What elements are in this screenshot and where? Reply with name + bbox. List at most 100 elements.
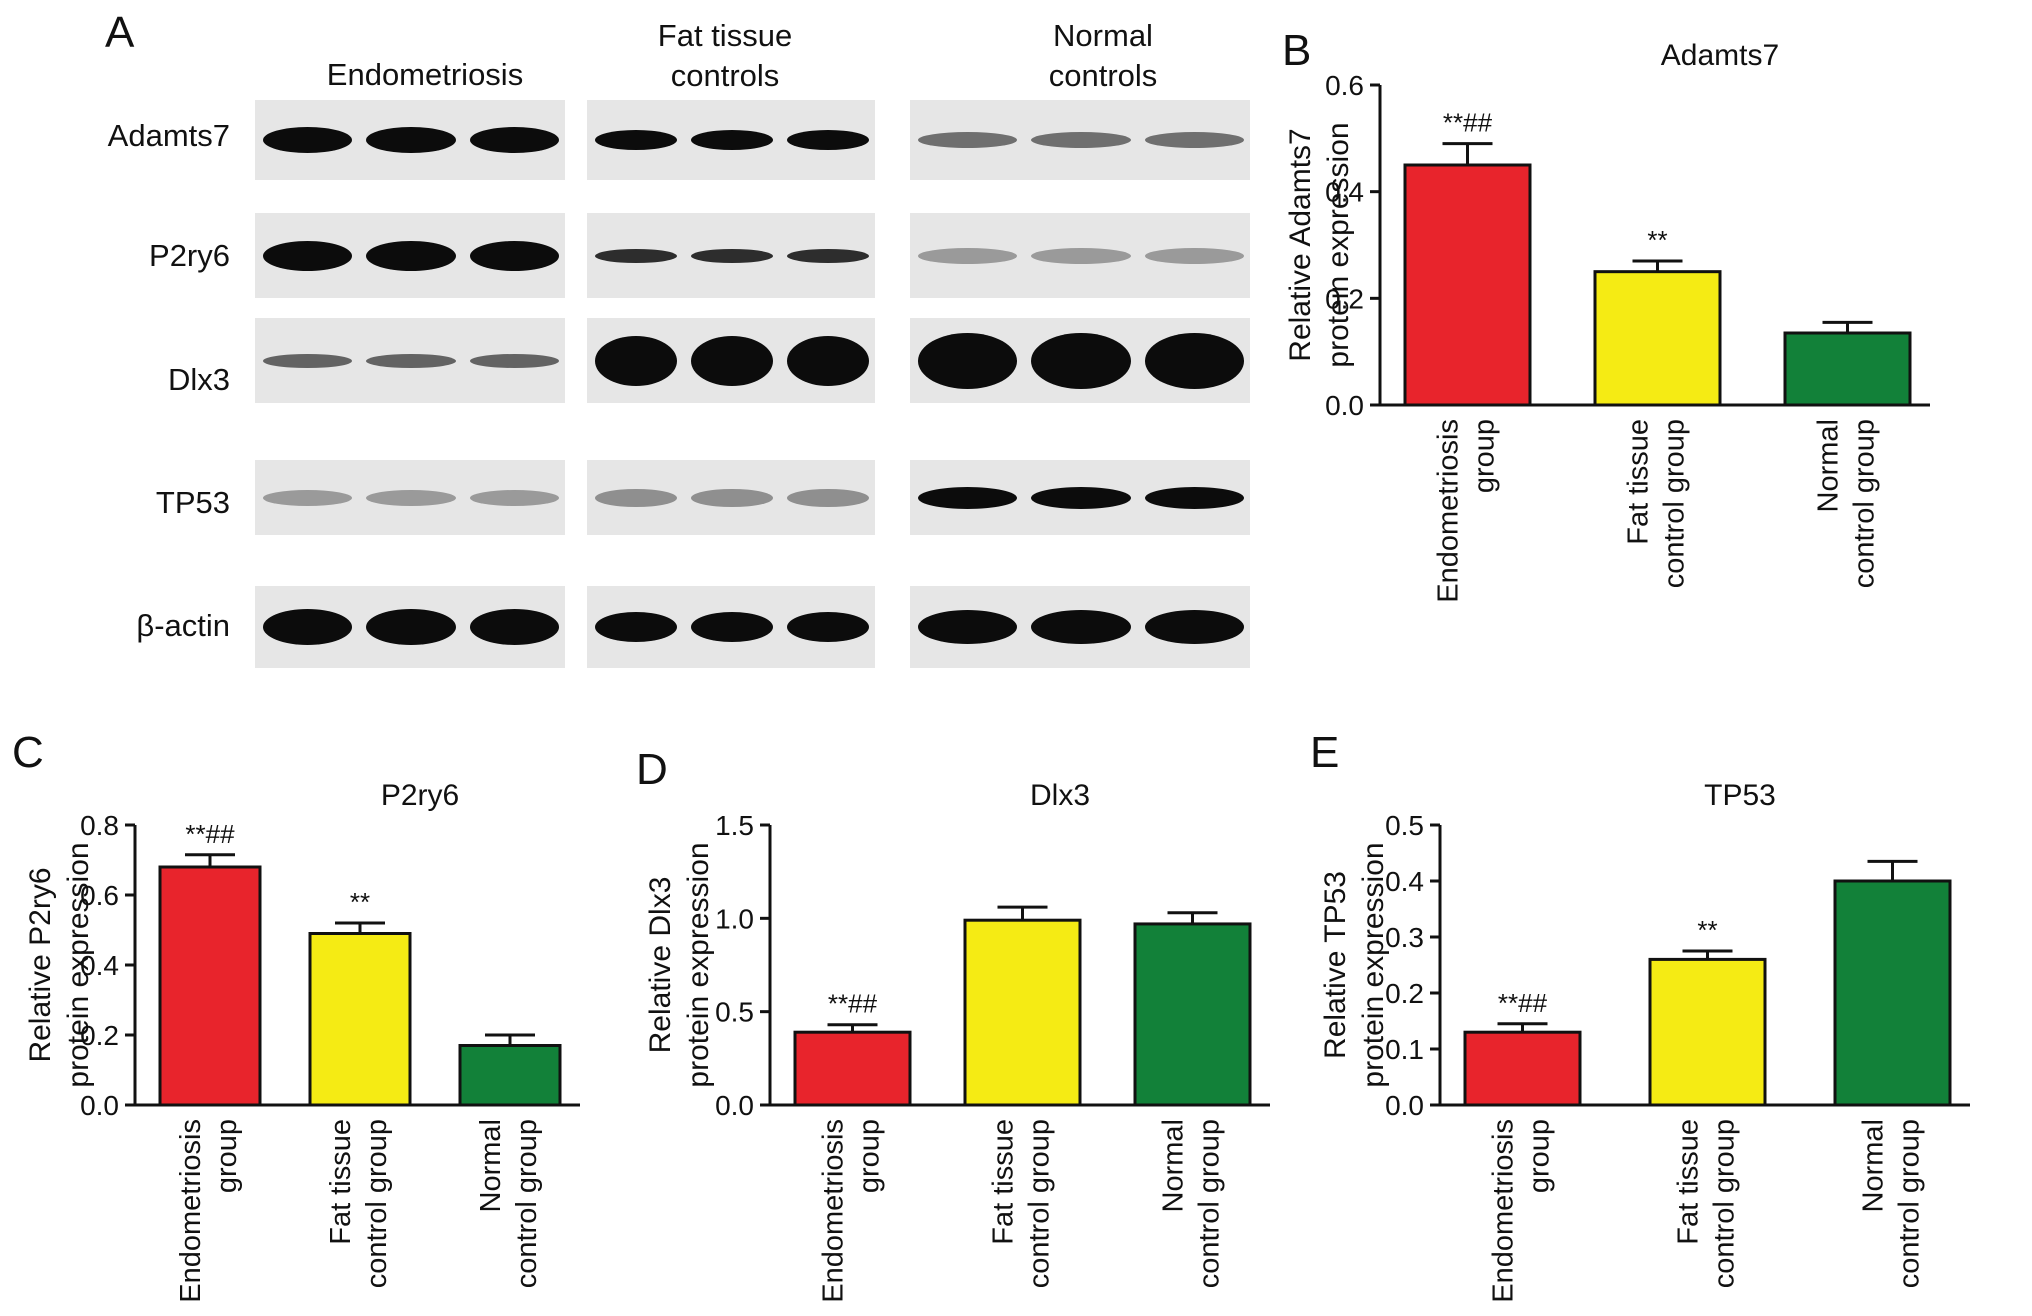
significance-label: **## xyxy=(185,819,235,849)
wb-column-title-line: Endometriosis xyxy=(326,57,524,92)
blot-panel xyxy=(910,100,1250,180)
x-tick-label: Normal xyxy=(475,1119,507,1212)
x-tick-label: control group xyxy=(361,1119,393,1288)
blot-band xyxy=(263,240,353,271)
blot-band xyxy=(918,332,1018,389)
y-axis-label: protein expression xyxy=(1357,842,1390,1087)
blot-band xyxy=(1031,610,1131,644)
blot-band xyxy=(691,335,773,386)
blot-panel xyxy=(255,318,565,403)
blot-band xyxy=(595,130,677,150)
bar xyxy=(458,1044,562,1107)
blot-band xyxy=(1031,332,1131,389)
blot-band xyxy=(1031,247,1131,264)
blot-band xyxy=(469,127,559,153)
x-tick-label: Endometriosis xyxy=(1488,1119,1520,1303)
significance-label: ** xyxy=(1647,225,1667,255)
significance-label: ** xyxy=(1697,915,1717,945)
blot-panel xyxy=(910,586,1250,668)
chart-title: Dlx3 xyxy=(1030,779,1090,812)
bar xyxy=(1133,922,1252,1107)
blot-band xyxy=(787,335,869,386)
blot-band xyxy=(366,127,456,153)
wb-column-title-normal: Normal controls xyxy=(968,16,1238,96)
blot-band xyxy=(1144,610,1244,644)
blot-band xyxy=(787,130,869,150)
bar xyxy=(963,918,1082,1107)
y-axis-label: protein expression xyxy=(682,842,715,1087)
blot-band xyxy=(366,609,456,645)
x-tick-label: Normal xyxy=(1813,419,1845,512)
blot-band xyxy=(1144,132,1244,148)
blot-band xyxy=(691,612,773,642)
blot-panel xyxy=(255,100,565,180)
bar xyxy=(308,932,412,1107)
significance-label: **## xyxy=(1443,108,1493,138)
blot-band xyxy=(469,353,559,368)
x-tick-label: Normal xyxy=(1858,1119,1890,1212)
x-tick-label: group xyxy=(1524,1119,1556,1193)
y-tick-label: 0.2 xyxy=(1385,978,1424,1009)
wb-row-label-beta-actin: β-actin xyxy=(136,608,230,643)
y-tick-label: 1.0 xyxy=(715,903,754,934)
blot-band xyxy=(469,609,559,645)
bar-chart-p2ry6: P2ry6 Relative P2ry6 protein expression0.0… xyxy=(24,779,580,1303)
y-axis-label: Relative Dlx3 xyxy=(644,877,677,1054)
blot-band xyxy=(263,489,353,506)
bar xyxy=(1783,331,1912,407)
wb-row-label-adamts7: Adamts7 xyxy=(107,118,230,153)
x-tick-label: Fat tissue xyxy=(325,1119,357,1245)
y-axis-label: Relative Adamts7 xyxy=(1284,128,1317,361)
bar xyxy=(1648,957,1767,1107)
x-tick-label: Endometriosis xyxy=(1433,419,1465,603)
panel-letter-b: B xyxy=(1282,26,1312,75)
blot-band xyxy=(263,609,353,645)
panel-letter-c: C xyxy=(12,728,44,777)
blot-band xyxy=(1031,132,1131,148)
blot-band xyxy=(366,353,456,368)
wb-row-label-tp53: TP53 xyxy=(155,485,230,520)
blot-panel xyxy=(587,318,875,403)
y-tick-label: 0.8 xyxy=(80,810,119,841)
blot-band xyxy=(595,335,677,386)
blot-band xyxy=(595,612,677,642)
bar xyxy=(793,1030,912,1107)
y-tick-label: 0.5 xyxy=(715,997,754,1028)
x-tick-label: group xyxy=(1469,419,1501,493)
blot-band xyxy=(787,488,869,507)
y-tick-label: 0.4 xyxy=(80,950,119,981)
panel-letter-a: A xyxy=(105,8,135,57)
panel-letter-d: D xyxy=(636,745,668,794)
blot-panel xyxy=(910,213,1250,298)
blot-band xyxy=(787,612,869,642)
blot-panel xyxy=(587,460,875,535)
x-tick-label: control group xyxy=(1024,1119,1056,1288)
blot-band xyxy=(263,353,353,368)
x-tick-label: control group xyxy=(1709,1119,1741,1288)
chart-title: P2ry6 xyxy=(381,779,459,812)
y-tick-label: 0.0 xyxy=(80,1090,119,1121)
blot-band xyxy=(918,247,1018,264)
x-tick-label: control group xyxy=(1194,1119,1226,1288)
x-tick-label: Normal xyxy=(1158,1119,1190,1212)
bar xyxy=(1833,879,1952,1107)
blot-band xyxy=(1031,486,1131,509)
panel-letter-e: E xyxy=(1310,728,1340,777)
blot-band xyxy=(469,489,559,506)
y-axis-label: protein expression xyxy=(62,842,95,1087)
wb-column-title-fat-tissue: Fat tissue controls xyxy=(590,16,860,96)
y-axis-label: Relative P2ry6 xyxy=(24,867,57,1062)
blot-band xyxy=(787,248,869,263)
blot-band xyxy=(263,127,353,153)
blot-band xyxy=(691,248,773,263)
wb-column-title-line: controls xyxy=(670,58,780,93)
blot-panel xyxy=(587,100,875,180)
x-tick-label: Fat tissue xyxy=(1623,419,1655,545)
significance-label: **## xyxy=(828,989,878,1019)
blot-band xyxy=(918,132,1018,148)
blot-band xyxy=(469,240,559,271)
y-tick-label: 0.1 xyxy=(1385,1034,1424,1065)
x-tick-label: control group xyxy=(1849,419,1881,588)
y-axis-label: Relative TP53 xyxy=(1319,871,1352,1059)
